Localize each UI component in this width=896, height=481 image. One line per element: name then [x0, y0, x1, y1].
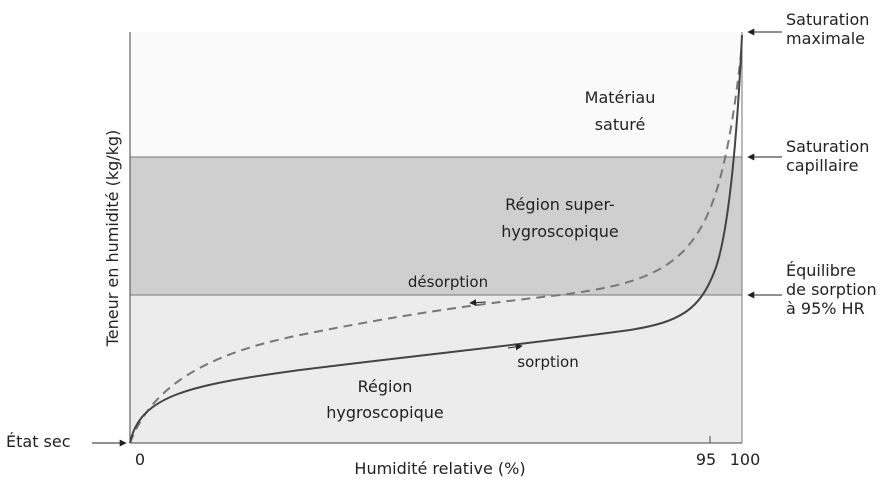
hygroscopic-region [130, 295, 742, 443]
level-label: Saturation [786, 10, 869, 29]
level-label: capillaire [786, 156, 858, 175]
region-label: Région [358, 377, 413, 396]
level-label: à 95% HR [786, 299, 865, 318]
x-tick-label: 0 [135, 450, 145, 469]
curve-label: sorption [517, 353, 578, 371]
desorption-curve [129, 44, 743, 444]
region-label: saturé [595, 115, 646, 134]
desorption-arrow [469, 299, 487, 307]
x-axis-label: Humidité relative (%) [354, 459, 525, 478]
x-tick-label: 95 [696, 450, 716, 469]
saturated-region [130, 32, 742, 157]
level-label: Saturation [786, 137, 869, 156]
region-label: hygroscopique [501, 222, 618, 241]
region-label: Matériau [585, 88, 656, 107]
sorption-curve [129, 34, 743, 444]
level-label: de sorption [786, 280, 877, 299]
x-tick-label: 100 [730, 450, 761, 469]
sorption-arrow [507, 343, 523, 351]
region-label: Région super- [505, 195, 615, 214]
curve-label: désorption [408, 273, 488, 291]
superhygroscopic-region [130, 157, 742, 295]
level-label: Équilibre [786, 261, 856, 280]
region-label: hygroscopique [326, 403, 443, 422]
origin-label: État sec [6, 432, 71, 451]
level-label: maximale [786, 29, 865, 48]
y-axis-label: Teneur en humidité (kg/kg) [103, 130, 122, 348]
